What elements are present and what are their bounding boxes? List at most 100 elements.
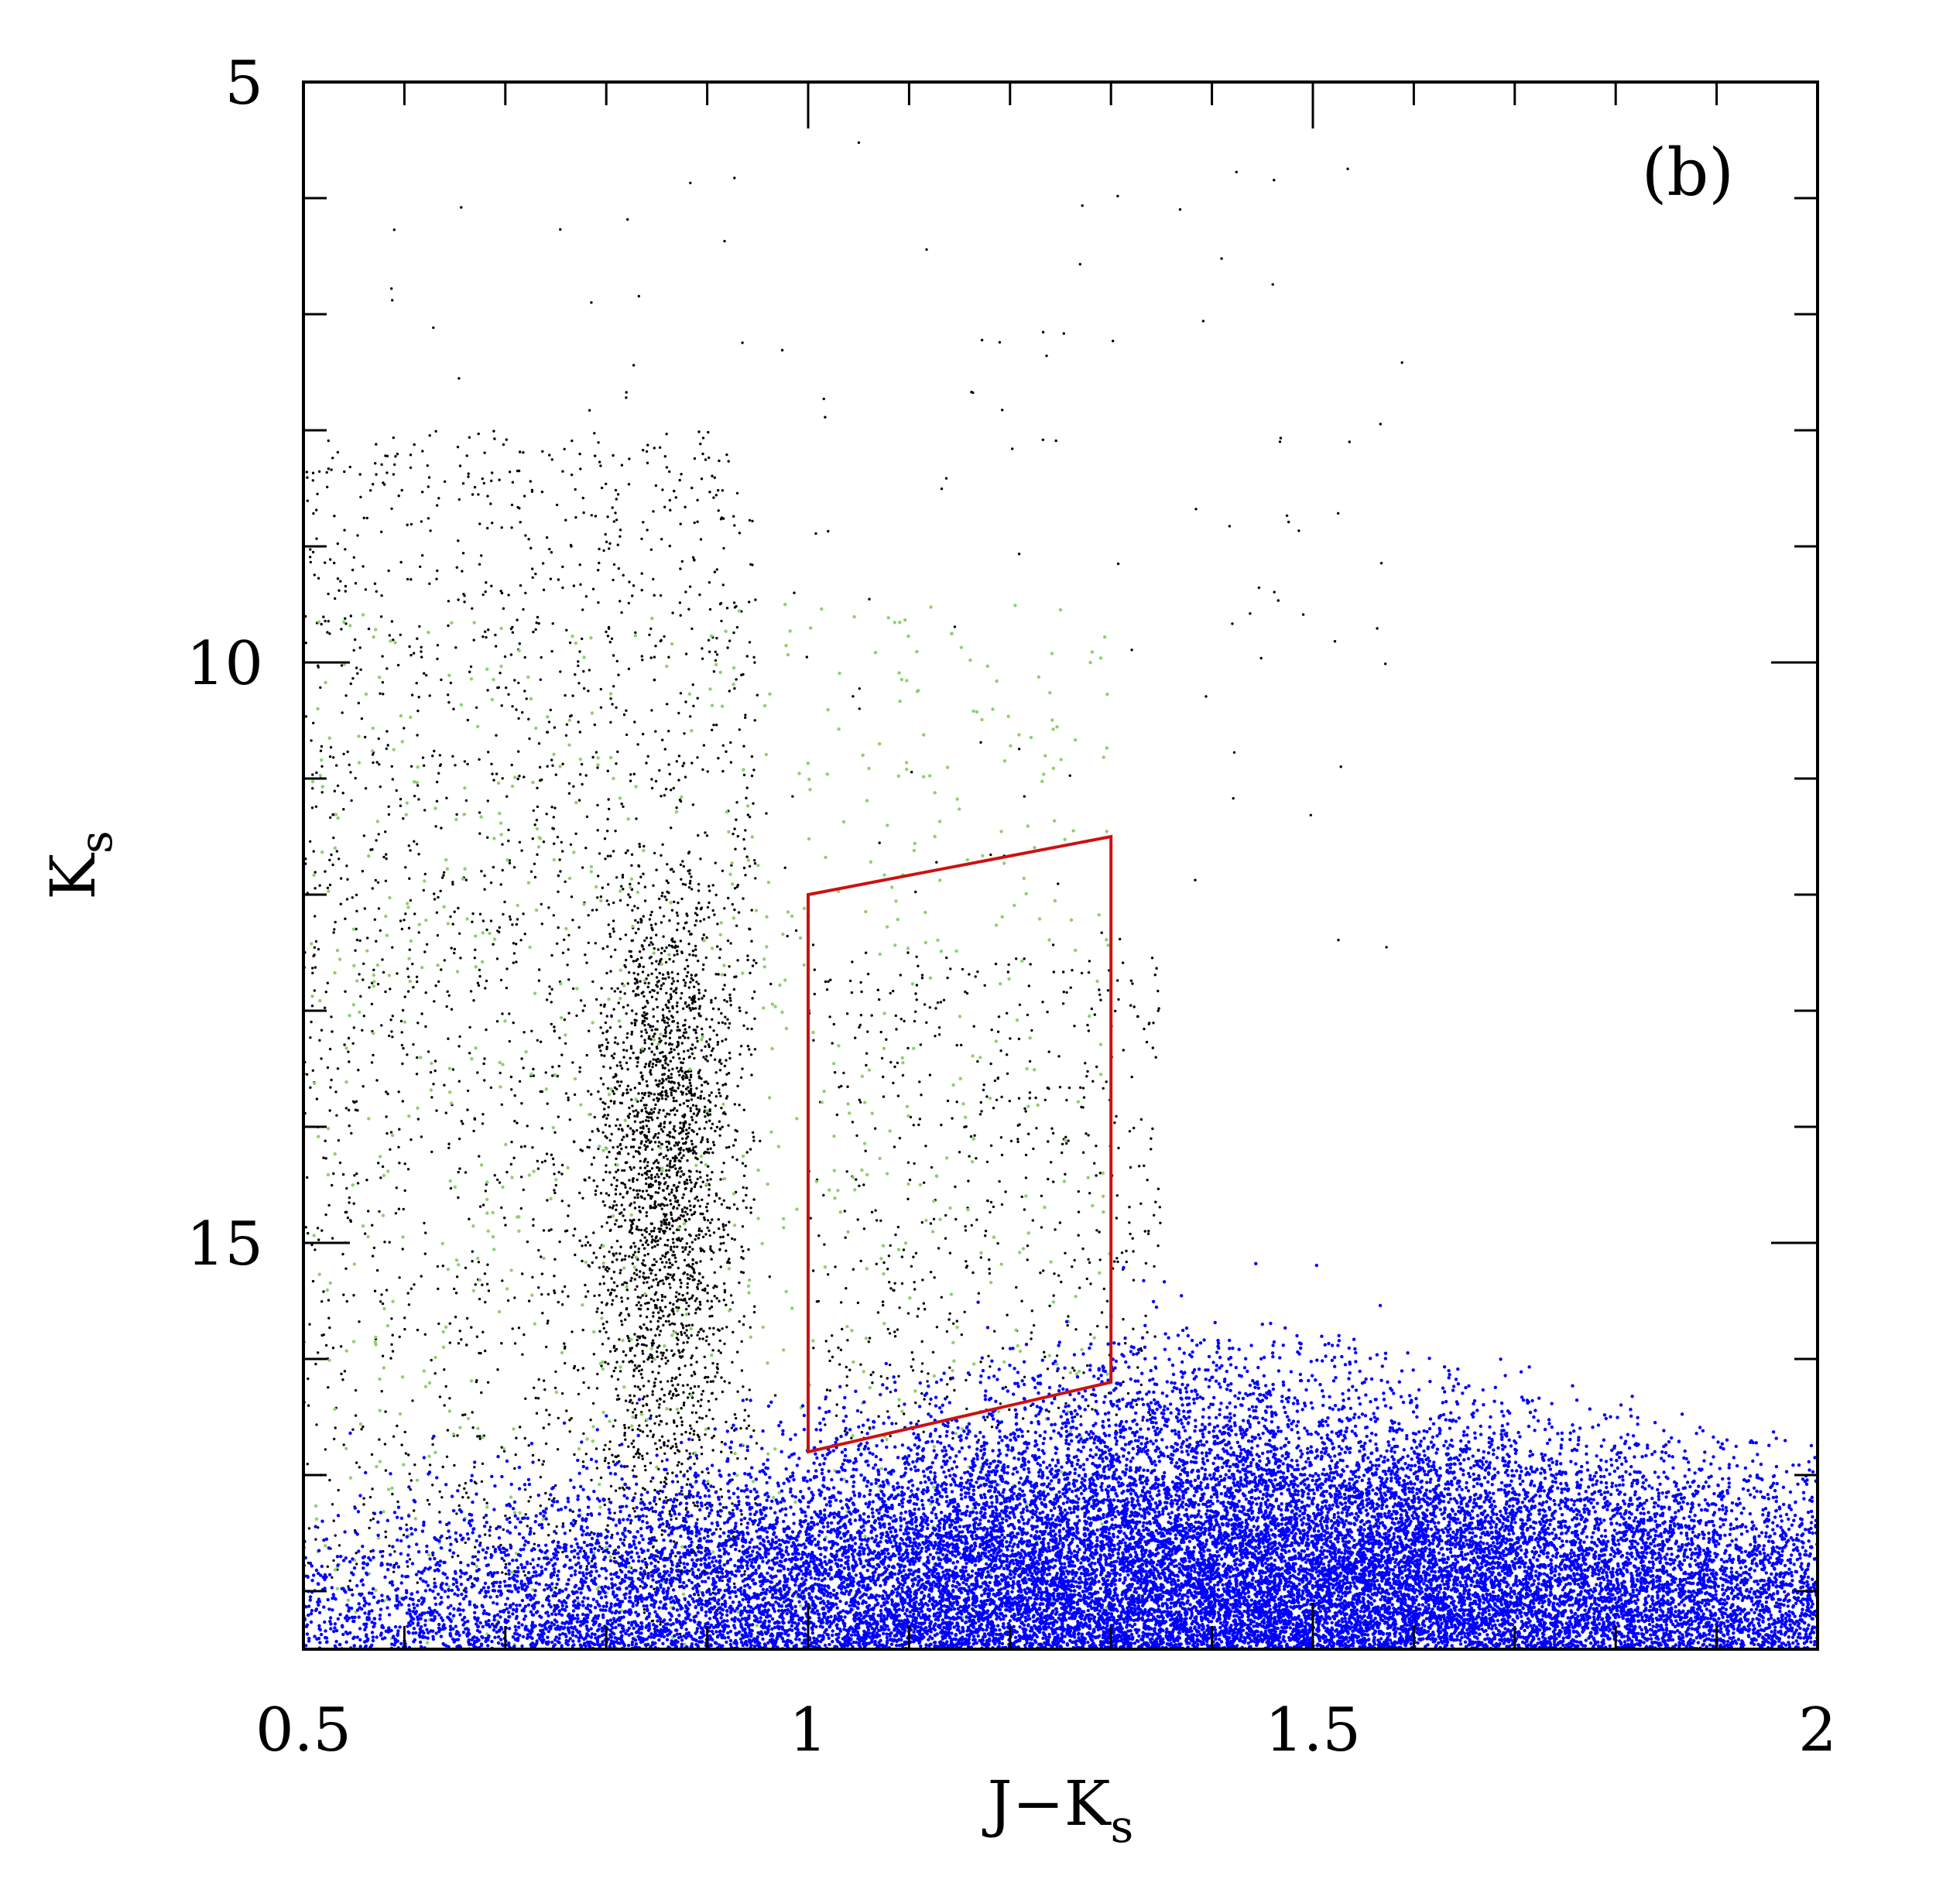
- black-star-point: [659, 1052, 661, 1054]
- black-star-point: [605, 1457, 607, 1460]
- black-star-point: [701, 1084, 703, 1087]
- black-star-point: [681, 1114, 684, 1117]
- black-star-point: [438, 1511, 440, 1513]
- black-star-point: [1065, 1099, 1067, 1101]
- black-star-point: [733, 176, 735, 179]
- black-star-point: [752, 1136, 755, 1138]
- black-star-point: [631, 594, 633, 597]
- black-star-point: [693, 1268, 695, 1271]
- black-star-point: [728, 1381, 731, 1384]
- black-star-point: [745, 797, 747, 799]
- black-star-point: [1033, 1324, 1035, 1326]
- black-star-point: [591, 1130, 594, 1132]
- black-star-point: [597, 569, 599, 571]
- black-star-point: [452, 708, 454, 710]
- black-star-point: [1023, 957, 1026, 960]
- black-star-point: [485, 1029, 487, 1031]
- black-star-point: [690, 487, 693, 489]
- black-star-point: [577, 1393, 580, 1395]
- black-star-point: [677, 1461, 680, 1463]
- black-star-point: [666, 1016, 668, 1018]
- black-star-point: [740, 1076, 742, 1079]
- black-star-point: [393, 1550, 396, 1552]
- black-star-point: [709, 1025, 711, 1028]
- black-star-point: [584, 1005, 586, 1007]
- black-star-point: [706, 1203, 708, 1205]
- black-star-point: [509, 1040, 511, 1042]
- black-star-point: [975, 1218, 978, 1220]
- black-star-point: [685, 1325, 687, 1327]
- black-star-point: [320, 623, 323, 625]
- black-star-point: [602, 1323, 605, 1325]
- black-star-point: [531, 1276, 533, 1278]
- black-star-point: [351, 677, 354, 679]
- black-star-point: [658, 1124, 660, 1127]
- black-star-point: [945, 957, 947, 959]
- black-star-point: [553, 843, 555, 845]
- black-star-point: [607, 1087, 609, 1090]
- black-star-point: [570, 844, 572, 846]
- black-star-point: [685, 1308, 687, 1310]
- black-star-point: [411, 693, 413, 696]
- black-star-point: [712, 724, 714, 726]
- black-star-point: [332, 1347, 334, 1349]
- black-star-point: [812, 943, 814, 946]
- black-star-point: [886, 1268, 889, 1270]
- black-star-point: [718, 1248, 721, 1251]
- black-star-point: [333, 928, 335, 930]
- black-star-point: [698, 1234, 701, 1236]
- black-star-point: [714, 1059, 716, 1061]
- black-star-point: [656, 1350, 658, 1353]
- black-star-point: [600, 1004, 602, 1006]
- black-star-point: [365, 787, 367, 789]
- black-star-point: [1150, 1138, 1152, 1140]
- black-star-point: [389, 1148, 391, 1151]
- black-star-point: [645, 762, 647, 764]
- black-star-point: [976, 1060, 978, 1063]
- black-star-point: [659, 1623, 661, 1625]
- black-star-point: [621, 1067, 623, 1070]
- black-star-point: [999, 1049, 1002, 1052]
- black-star-point: [682, 1008, 684, 1010]
- black-star-point: [741, 1067, 743, 1070]
- black-star-point: [677, 914, 679, 916]
- black-star-point: [343, 529, 345, 531]
- black-star-point: [638, 1424, 640, 1426]
- black-star-point: [409, 454, 412, 456]
- black-star-point: [468, 436, 471, 439]
- black-star-point: [668, 919, 670, 922]
- black-star-point: [1132, 1250, 1134, 1252]
- black-star-point: [657, 1132, 660, 1135]
- black-star-point: [405, 1524, 407, 1526]
- black-star-point: [867, 973, 869, 975]
- black-star-point: [475, 1283, 477, 1285]
- black-star-point: [413, 1509, 415, 1511]
- black-star-point: [666, 1525, 668, 1528]
- black-star-point: [565, 629, 567, 632]
- black-star-point: [848, 1369, 851, 1371]
- black-star-point: [674, 1257, 677, 1259]
- black-star-point: [733, 601, 735, 604]
- black-star-point: [1028, 984, 1030, 987]
- black-star-point: [680, 1282, 682, 1284]
- black-star-point: [870, 1374, 872, 1376]
- black-star-point: [531, 1146, 533, 1148]
- black-star-point: [723, 1299, 725, 1301]
- black-star-point: [729, 997, 732, 999]
- black-star-point: [1047, 1367, 1049, 1370]
- black-star-point: [664, 1221, 666, 1224]
- black-star-point: [658, 1080, 660, 1082]
- black-star-point: [642, 873, 644, 875]
- black-star-point: [462, 482, 464, 484]
- black-star-point: [684, 1228, 687, 1231]
- black-star-point: [742, 1225, 744, 1227]
- black-star-point: [656, 1006, 659, 1008]
- black-star-point: [446, 1537, 448, 1539]
- black-star-point: [639, 950, 641, 953]
- black-star-point: [353, 1174, 355, 1176]
- black-star-point: [499, 672, 501, 674]
- black-star-point: [673, 1323, 676, 1325]
- black-star-point: [658, 1169, 660, 1172]
- black-star-point: [647, 1176, 649, 1179]
- black-star-point: [677, 779, 680, 781]
